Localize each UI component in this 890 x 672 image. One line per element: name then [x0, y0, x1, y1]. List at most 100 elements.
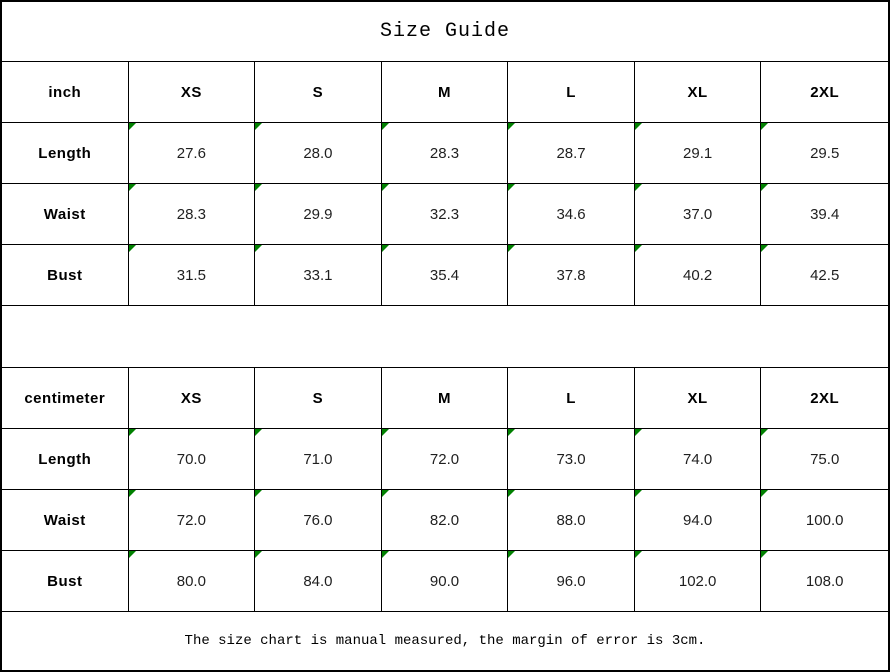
- size-header-cell-l: L: [508, 368, 635, 429]
- value-text: 76.0: [303, 511, 333, 529]
- size-header-cell-2xl: 2XL: [761, 368, 888, 429]
- corner-flag-icon: [761, 490, 769, 497]
- value-text: 100.0: [805, 511, 844, 529]
- centimeter-table: centimeter XS S M L XL 2XL Length 70.0 7…: [2, 368, 888, 612]
- value-text: 29.5: [810, 144, 840, 162]
- size-header-cell-l: L: [508, 62, 635, 123]
- value-cell: 80.0: [128, 551, 256, 612]
- value-cell: 33.1: [255, 245, 382, 306]
- value-text: 40.2: [683, 266, 713, 284]
- value-cell: 90.0: [381, 551, 509, 612]
- corner-flag-icon: [508, 184, 516, 191]
- corner-flag-icon: [508, 123, 516, 130]
- value-cell: 28.3: [381, 123, 509, 184]
- corner-flag-icon: [761, 123, 769, 130]
- value-cell: 72.0: [128, 490, 256, 551]
- value-text: 32.3: [429, 205, 460, 223]
- value-text: 96.0: [556, 572, 586, 590]
- corner-flag-icon: [761, 245, 769, 252]
- value-text: 34.6: [556, 205, 586, 223]
- value-text: 73.0: [556, 450, 586, 468]
- value-text: 102.0: [678, 572, 717, 590]
- value-text: 28.7: [556, 144, 586, 162]
- row-label-waist: Waist: [2, 184, 129, 245]
- inch-table: inch XS S M L XL 2XL Length 27.6 28.0 28…: [2, 62, 888, 306]
- corner-flag-icon: [128, 551, 136, 558]
- corner-flag-icon: [381, 551, 389, 558]
- unit-header-cell: centimeter: [2, 368, 129, 429]
- corner-flag-icon: [634, 245, 642, 252]
- value-cell: 35.4: [381, 245, 509, 306]
- value-cell: 32.3: [381, 184, 509, 245]
- row-label-waist: Waist: [2, 490, 129, 551]
- corner-flag-icon: [128, 245, 136, 252]
- value-text: 71.0: [303, 450, 333, 468]
- value-text: 94.0: [683, 511, 713, 529]
- corner-flag-icon: [381, 184, 389, 191]
- size-header-cell-xl: XL: [634, 368, 762, 429]
- value-text: 72.0: [176, 511, 206, 529]
- corner-flag-icon: [634, 490, 642, 497]
- value-text: 31.5: [176, 266, 206, 284]
- value-cell: 34.6: [508, 184, 635, 245]
- value-cell: 102.0: [634, 551, 762, 612]
- corner-flag-icon: [381, 429, 389, 436]
- value-cell: 75.0: [761, 429, 888, 490]
- value-cell: 84.0: [255, 551, 382, 612]
- value-cell: 72.0: [381, 429, 509, 490]
- value-cell: 100.0: [761, 490, 888, 551]
- value-cell: 39.4: [761, 184, 888, 245]
- corner-flag-icon: [508, 551, 516, 558]
- row-label-length: Length: [2, 123, 129, 184]
- size-header-cell-s: S: [255, 368, 382, 429]
- value-text: 72.0: [429, 450, 460, 468]
- corner-flag-icon: [255, 245, 263, 252]
- value-text: 29.1: [683, 144, 713, 162]
- value-text: 37.0: [683, 205, 713, 223]
- value-text: 28.0: [303, 144, 333, 162]
- corner-flag-icon: [381, 490, 389, 497]
- value-cell: 74.0: [634, 429, 762, 490]
- value-text: 35.4: [429, 266, 460, 284]
- value-text: 39.4: [810, 205, 840, 223]
- value-text: 29.9: [303, 205, 333, 223]
- value-text: 42.5: [810, 266, 840, 284]
- size-header-cell-xs: XS: [128, 62, 256, 123]
- row-label-bust: Bust: [2, 551, 129, 612]
- value-text: 70.0: [176, 450, 206, 468]
- value-text: 84.0: [303, 572, 333, 590]
- value-cell: 29.5: [761, 123, 888, 184]
- unit-header-cell: inch: [2, 62, 129, 123]
- corner-flag-icon: [128, 429, 136, 436]
- corner-flag-icon: [255, 184, 263, 191]
- value-text: 37.8: [556, 266, 586, 284]
- value-text: 28.3: [176, 205, 206, 223]
- corner-flag-icon: [381, 123, 389, 130]
- value-cell: 28.0: [255, 123, 382, 184]
- value-cell: 70.0: [128, 429, 256, 490]
- row-label-bust: Bust: [2, 245, 129, 306]
- value-cell: 29.9: [255, 184, 382, 245]
- value-cell: 94.0: [634, 490, 762, 551]
- value-text: 75.0: [810, 450, 840, 468]
- corner-flag-icon: [761, 184, 769, 191]
- corner-flag-icon: [508, 245, 516, 252]
- corner-flag-icon: [128, 490, 136, 497]
- value-cell: 88.0: [508, 490, 635, 551]
- spacer-row: [2, 306, 888, 368]
- value-cell: 28.3: [128, 184, 256, 245]
- corner-flag-icon: [508, 429, 516, 436]
- value-cell: 76.0: [255, 490, 382, 551]
- value-cell: 31.5: [128, 245, 256, 306]
- value-cell: 28.7: [508, 123, 635, 184]
- footer-note: The size chart is manual measured, the m…: [184, 633, 706, 649]
- row-label-length: Length: [2, 429, 129, 490]
- corner-flag-icon: [255, 429, 263, 436]
- value-text: 27.6: [176, 144, 206, 162]
- value-text: 80.0: [176, 572, 206, 590]
- corner-flag-icon: [128, 184, 136, 191]
- value-cell: 29.1: [634, 123, 762, 184]
- value-cell: 108.0: [761, 551, 888, 612]
- corner-flag-icon: [761, 429, 769, 436]
